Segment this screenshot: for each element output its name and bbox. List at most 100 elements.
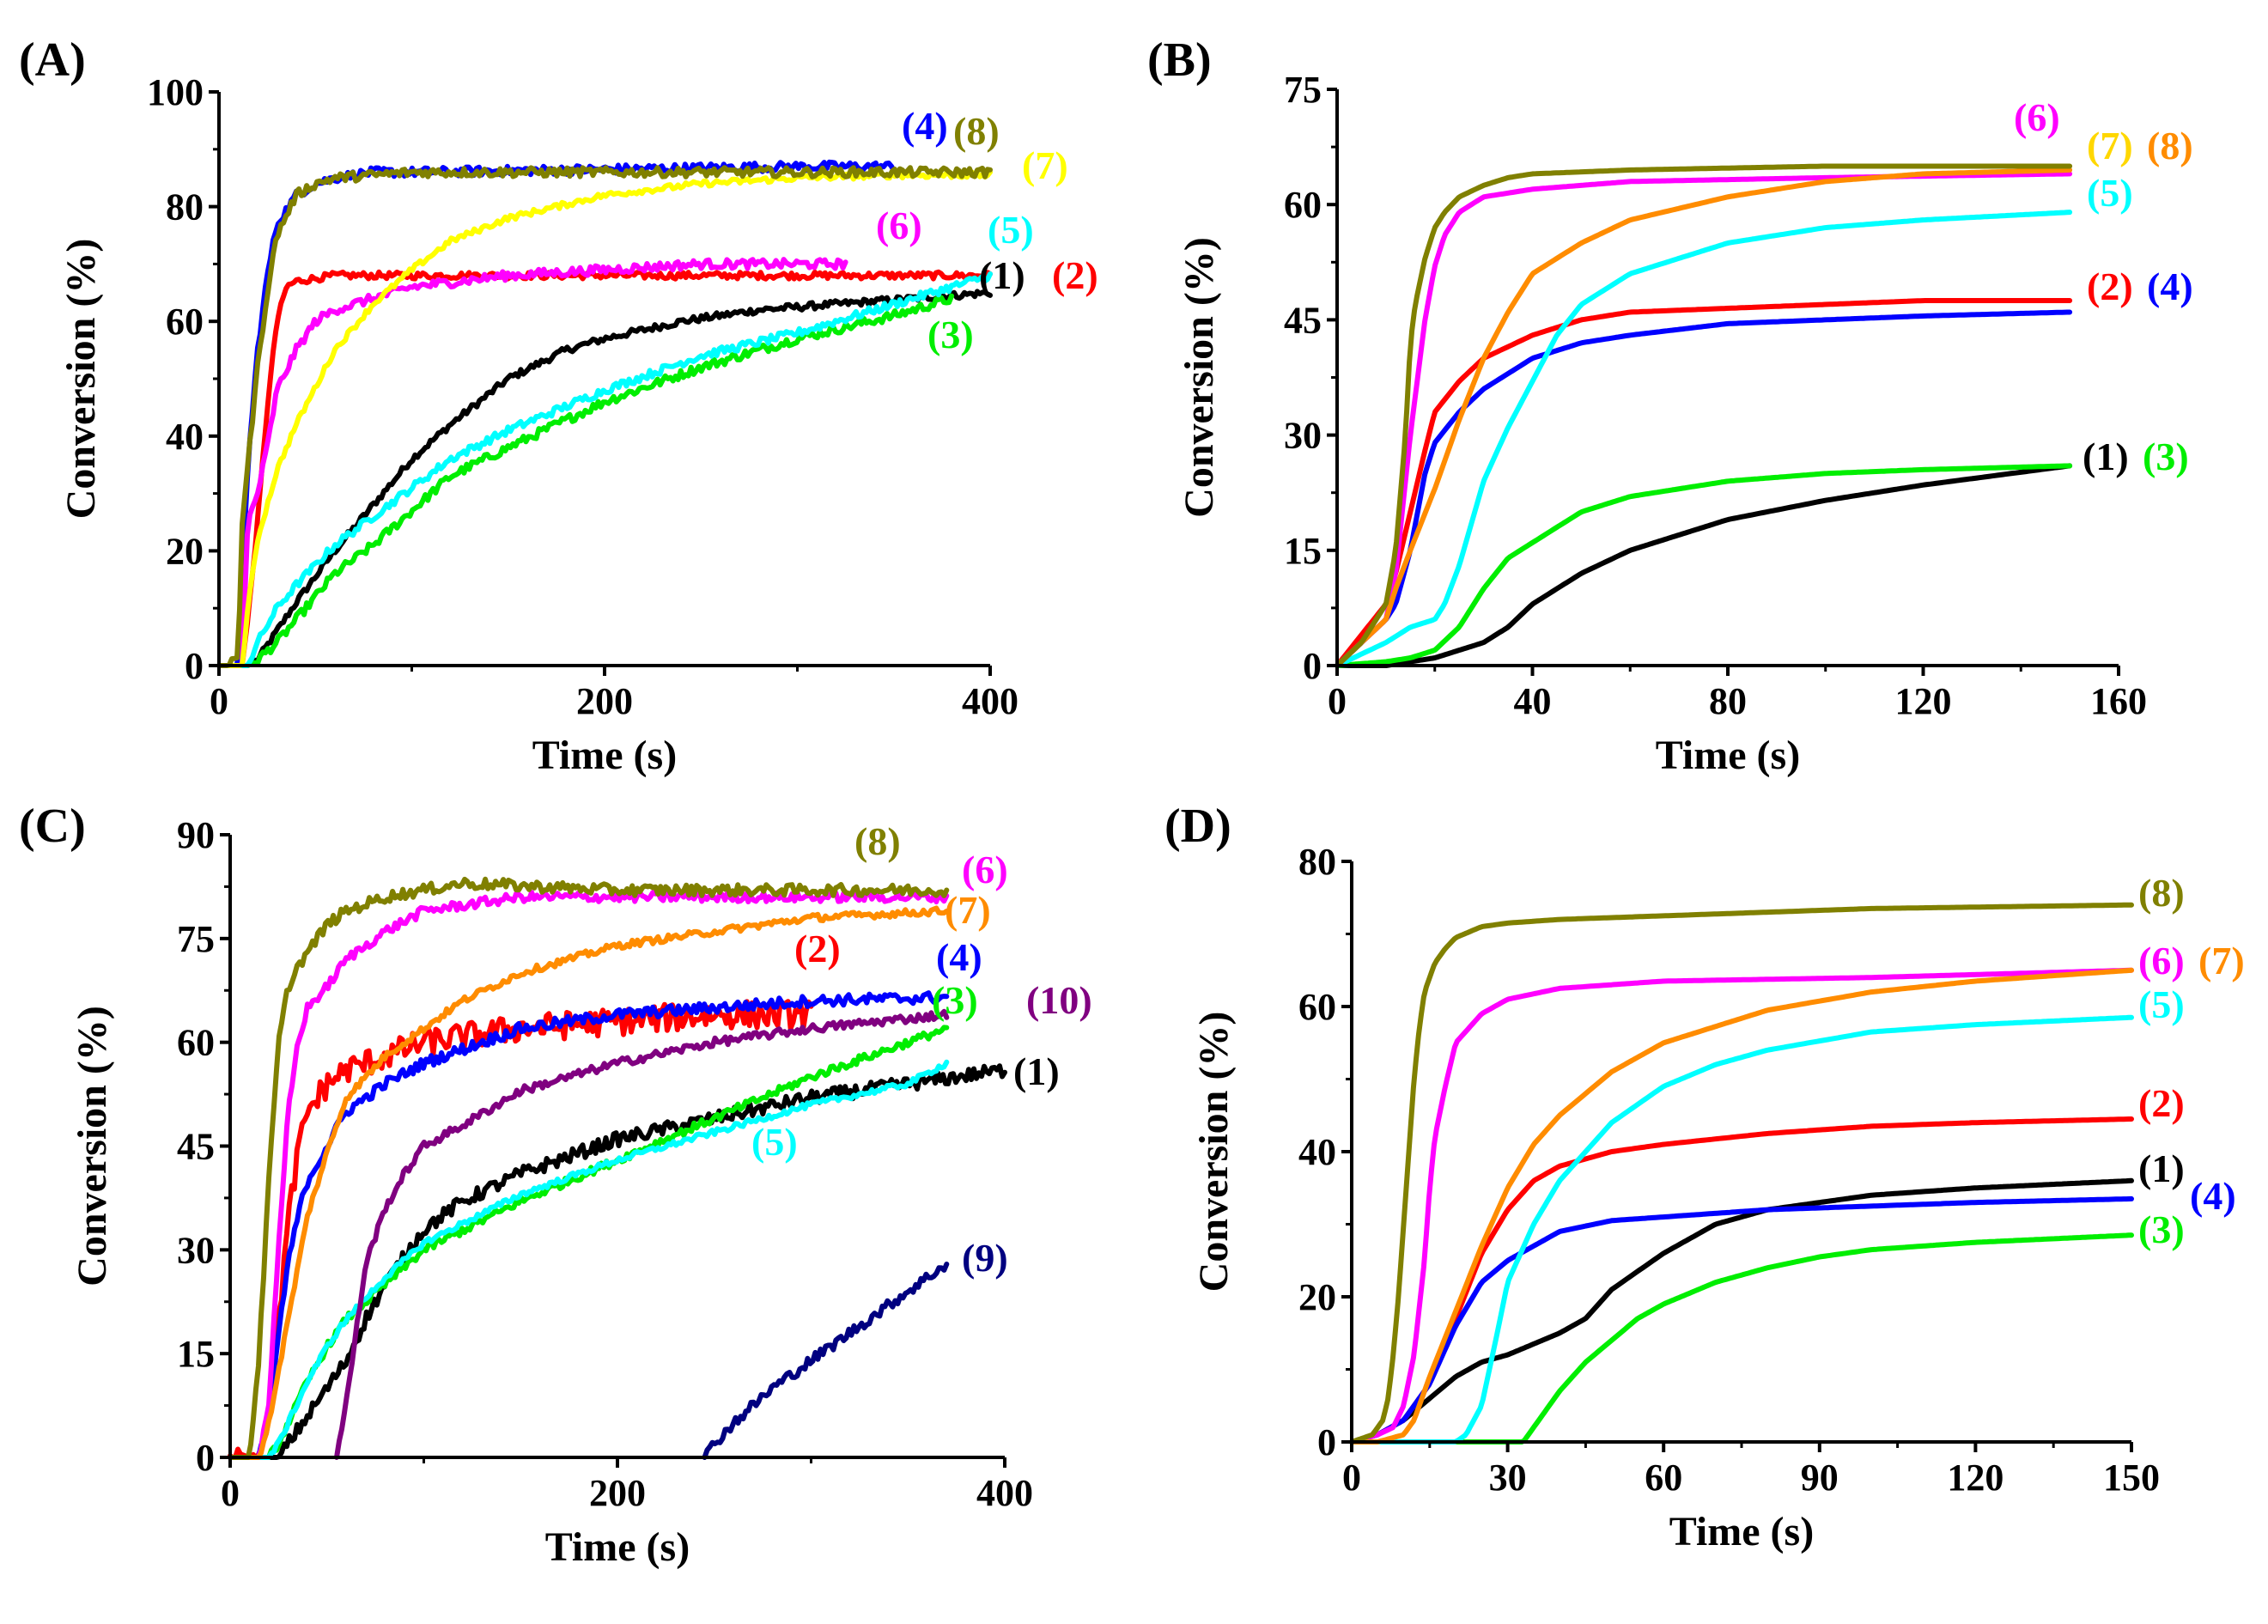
y-tick-label: 60: [1284, 184, 1322, 226]
y-tick-label: 100: [147, 71, 204, 113]
series-line-4: [1335, 309, 2073, 668]
curve-annotation-3: (3): [932, 978, 978, 1022]
series-line-1: [1335, 463, 2073, 668]
curve-annotation-5: (5): [751, 1120, 798, 1164]
x-tick-label: 120: [1895, 680, 1952, 722]
x-tick-label: 0: [1328, 680, 1347, 722]
series-line-6: [216, 257, 848, 668]
series-line-8: [1349, 902, 2134, 1445]
y-tick-label: 45: [177, 1126, 215, 1168]
x-tick-label: 0: [1342, 1457, 1361, 1499]
x-axis-title: Time (s): [545, 1524, 690, 1570]
series-line-2: [228, 999, 814, 1460]
curve-annotation-2: (2): [1052, 253, 1098, 297]
y-tick-label: 60: [166, 301, 204, 343]
curve-annotation-8: (8): [2138, 871, 2185, 915]
y-tick-label: 75: [177, 918, 215, 960]
y-tick-label: 20: [166, 530, 204, 572]
y-tick-label: 40: [166, 416, 204, 458]
chart-panel-c: 0 15 30 45 60 75 90 0 200 400 Time (s) Conversion (…: [70, 814, 1092, 1570]
curve-annotation-8: (8): [2147, 124, 2193, 167]
series-line-1: [1349, 1177, 2134, 1445]
curve-annotation-5: (5): [988, 208, 1034, 252]
curve-annotation-6: (6): [876, 204, 922, 247]
series-line-8: [216, 165, 993, 668]
series-line-7: [228, 905, 950, 1460]
series-line-8: [228, 876, 950, 1460]
curve-annotation-2: (2): [2087, 265, 2133, 308]
series-line-4: [228, 990, 950, 1460]
curve-annotation-7: (7): [945, 888, 991, 932]
y-tick-label: 30: [1284, 415, 1322, 457]
series-line-7: [1335, 167, 2073, 668]
panel-label-b: (B): [1147, 33, 1212, 87]
curve-annotation-7: (7): [1022, 143, 1068, 187]
series-line-5: [1335, 210, 2073, 668]
y-tick-label: 0: [1317, 1421, 1336, 1463]
series-line-8: [1335, 163, 2073, 668]
x-axis-title: Time (s): [1656, 733, 1800, 778]
x-tick-label: 40: [1514, 680, 1552, 722]
x-tick-label: 400: [976, 1472, 1033, 1514]
series-line-9: [702, 1262, 950, 1460]
y-axis-title: Conversion (%): [70, 1006, 115, 1286]
curve-annotation-5: (5): [2138, 982, 2185, 1026]
series-line-1: [228, 1063, 1007, 1460]
x-tick-label: 200: [576, 680, 633, 722]
y-tick-label: 15: [177, 1333, 215, 1375]
x-tick-label: 0: [221, 1472, 240, 1514]
series-line-6: [1349, 967, 2134, 1445]
curve-annotation-6: (6): [2014, 95, 2060, 139]
y-tick-label: 60: [1298, 986, 1336, 1028]
x-tick-label: 150: [2103, 1457, 2160, 1499]
curve-annotation-7: (7): [2198, 939, 2245, 982]
series-line-2: [216, 269, 993, 668]
series-line-2: [1335, 298, 2073, 668]
curve-annotation-1: (1): [1013, 1049, 1060, 1093]
y-tick-label: 20: [1298, 1276, 1336, 1318]
curve-annotation-9: (9): [962, 1236, 1008, 1280]
chart-panel-b: 0 15 30 45 60 75 0 40 80 120 160 Time (s) Conversion…: [1177, 69, 2193, 778]
y-axis-title: Conversion (%): [58, 239, 104, 520]
x-axis-title: Time (s): [1669, 1509, 1814, 1554]
x-tick-label: 60: [1645, 1457, 1682, 1499]
y-tick-label: 80: [1298, 841, 1336, 883]
panel-label-d: (D): [1164, 800, 1231, 853]
series-line-5: [228, 1059, 950, 1460]
y-tick-label: 30: [177, 1229, 215, 1271]
curve-annotation-3: (3): [2143, 435, 2189, 478]
curve-annotation-4: (4): [2147, 265, 2193, 308]
y-tick-label: 80: [166, 186, 204, 228]
curve-annotation-5: (5): [2087, 171, 2133, 215]
curve-annotation-2: (2): [2138, 1081, 2185, 1125]
series-line-5: [1349, 1014, 2134, 1445]
chart-panel-d: 0 20 40 60 80 0 30 60 90 120 150 Time (s) Conversion…: [1191, 841, 2245, 1554]
y-tick-label: 40: [1298, 1131, 1336, 1173]
x-tick-label: 200: [589, 1472, 646, 1514]
x-tick-label: 0: [210, 680, 228, 722]
series-line-4: [1349, 1195, 2134, 1445]
curve-annotation-6: (6): [2138, 939, 2185, 982]
chart-panel-a: 0 20 40 60 80 100 0 200 400 Time (s) Conversion (%…: [58, 71, 1098, 778]
curve-annotation-1: (1): [979, 253, 1025, 297]
y-axis-title: Conversion (%): [1177, 237, 1222, 518]
x-axis-title: Time (s): [532, 733, 677, 778]
curve-annotation-8: (8): [953, 109, 1000, 153]
curve-annotation-4: (4): [2190, 1174, 2236, 1218]
x-tick-label: 120: [1947, 1457, 2004, 1499]
series-line-3: [1335, 463, 2073, 668]
curve-annotation-4: (4): [902, 104, 948, 148]
x-tick-label: 160: [2090, 680, 2147, 722]
curve-annotation-8: (8): [854, 819, 901, 863]
series-line-7: [216, 169, 993, 668]
panel-label-a: (A): [19, 33, 86, 87]
y-tick-label: 60: [177, 1022, 215, 1064]
y-axis-title: Conversion (%): [1191, 1012, 1237, 1293]
curve-annotation-1: (1): [2138, 1147, 2185, 1190]
curve-annotation-3: (3): [2138, 1207, 2185, 1251]
series-line-3: [1349, 1232, 2134, 1445]
series-line-3: [216, 293, 955, 668]
curve-annotation-7: (7): [2087, 124, 2133, 167]
x-tick-label: 80: [1709, 680, 1747, 722]
